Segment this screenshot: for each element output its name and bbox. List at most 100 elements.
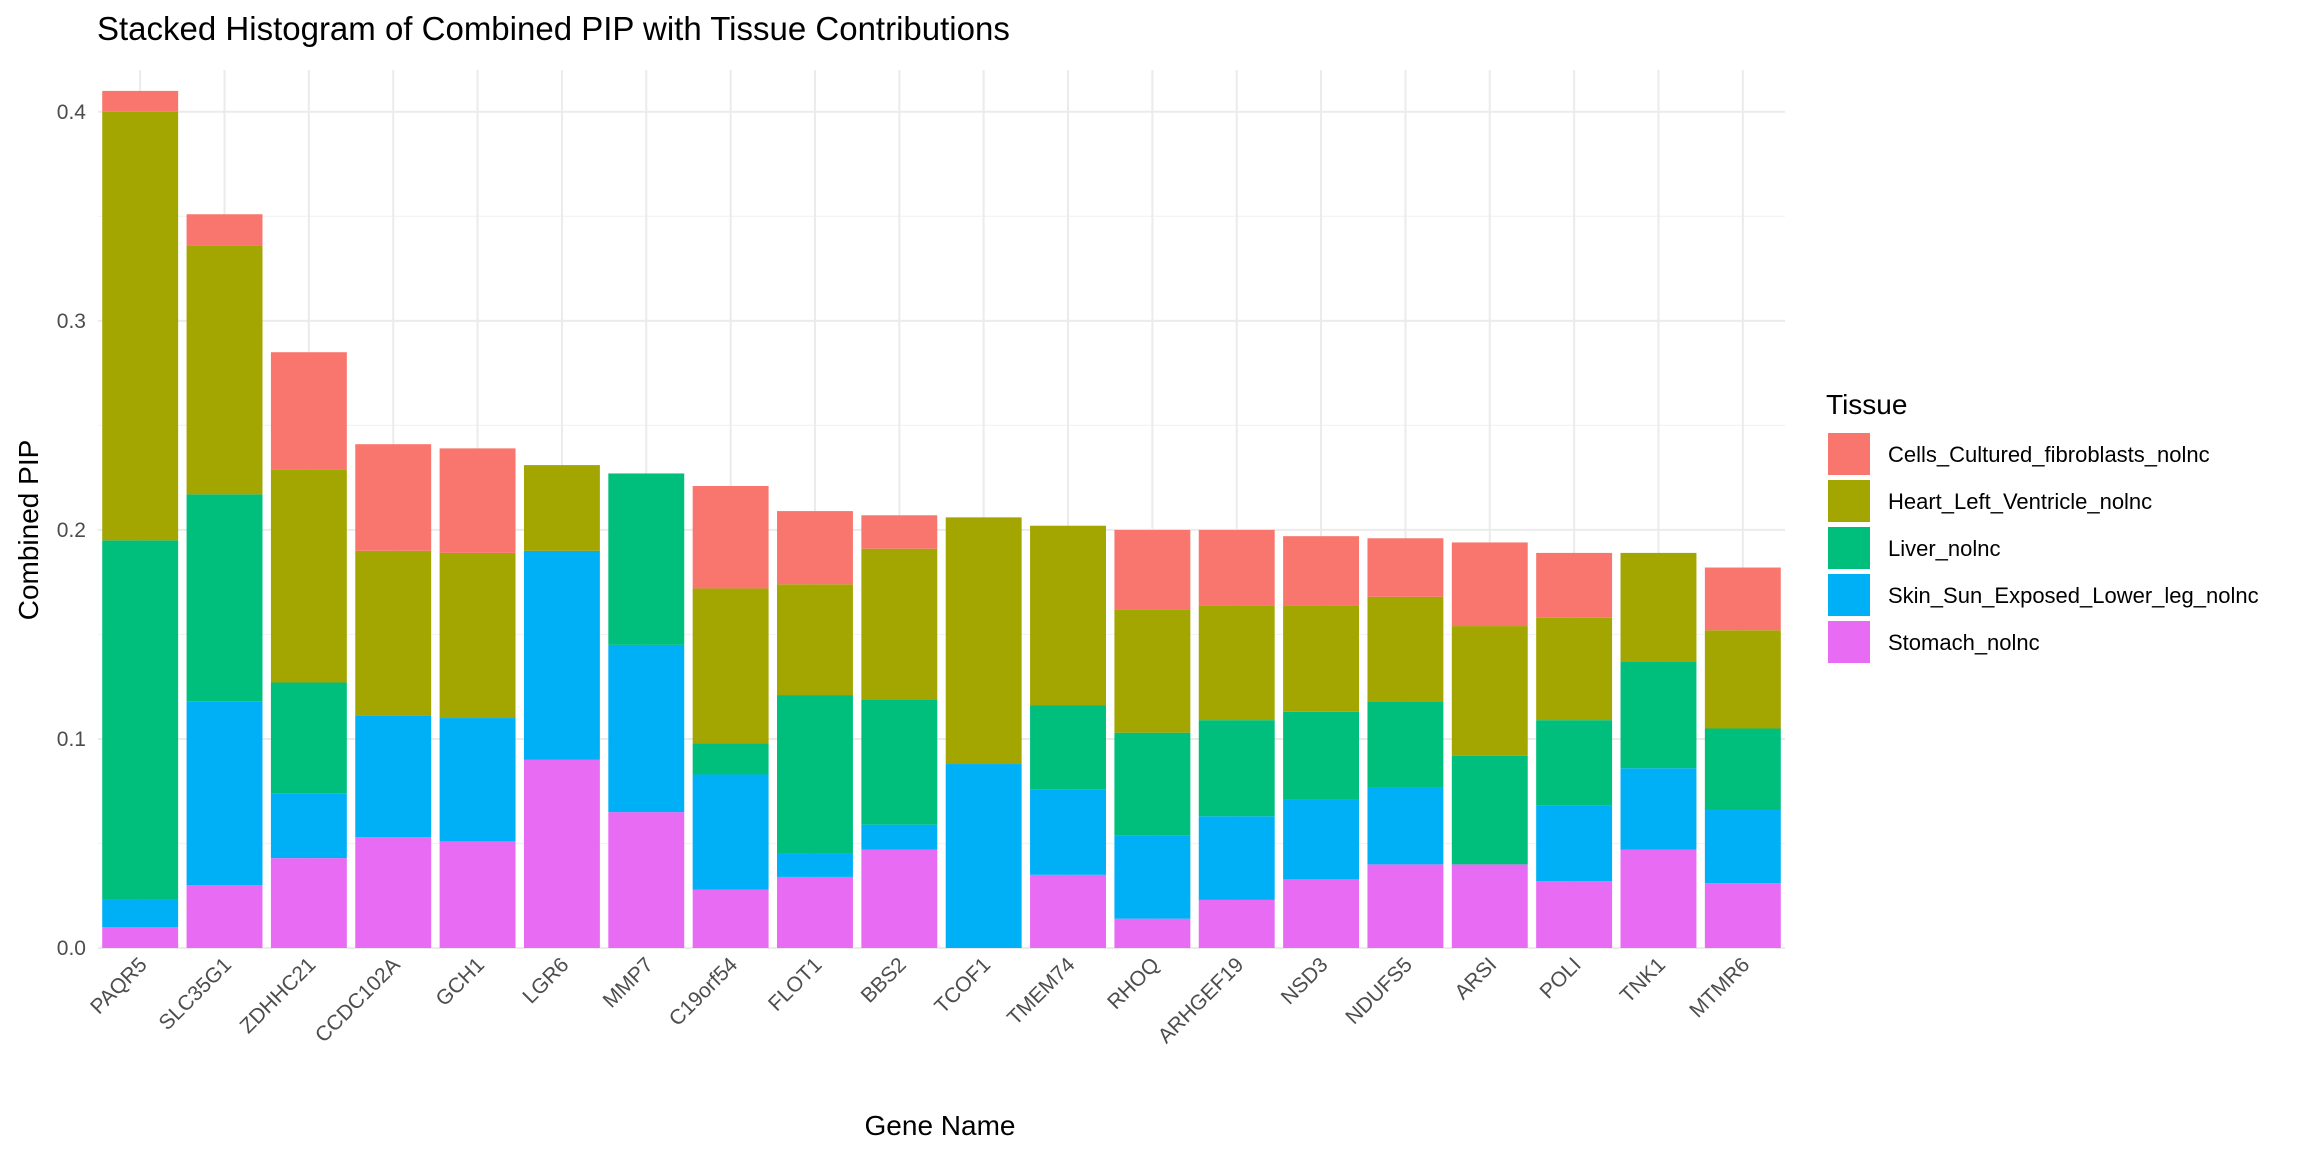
legend-label: Cells_Cultured_fibroblasts_nolnc [1888, 442, 2210, 467]
bar-segment [1367, 864, 1444, 948]
bar-segment [102, 111, 179, 541]
bar-segment [1704, 567, 1781, 631]
x-tick-label: MTMR6 [1685, 953, 1754, 1022]
bar-segment [270, 682, 347, 794]
bar-segment [355, 444, 432, 551]
bar-segment [523, 465, 600, 551]
bar-segment [1114, 732, 1191, 836]
bar-segment [102, 927, 179, 948]
bar-segment [861, 548, 938, 700]
bar-segment [186, 494, 263, 702]
y-axis-tick-labels: 0.0 0.1 0.2 0.3 0.4 [57, 101, 87, 960]
x-tick-label: MMP7 [599, 953, 658, 1012]
x-axis-title: Gene Name [865, 1110, 1016, 1141]
bar-segment [1536, 617, 1613, 721]
bar-segment [1536, 881, 1613, 948]
bar-segment [777, 584, 853, 696]
bar-segment [777, 876, 853, 948]
bar-segment [1451, 626, 1528, 756]
legend-key [1828, 433, 1870, 475]
legend-label: Skin_Sun_Exposed_Lower_leg_nolnc [1888, 583, 2259, 608]
bar-segment [1451, 755, 1528, 865]
bar-segment [102, 899, 179, 928]
bar-segment [1114, 609, 1191, 733]
legend-label: Stomach_nolnc [1888, 630, 2040, 655]
bar-segment [945, 517, 1022, 765]
bar-segment [102, 90, 179, 112]
legend-key [1828, 574, 1870, 616]
bar-segment [1367, 596, 1444, 702]
bar-segment [1451, 864, 1528, 948]
x-tick-label: PAQR5 [86, 953, 152, 1019]
bar-segment [1030, 874, 1106, 948]
y-tick-label: 0.3 [57, 310, 86, 333]
bar-segment [945, 764, 1022, 948]
bar-segment [1367, 538, 1444, 597]
bar-segment [1620, 768, 1697, 850]
bar-segment [777, 695, 853, 854]
bar-segment [692, 743, 769, 775]
bar-segment [1283, 879, 1360, 948]
bar-segment [692, 774, 769, 890]
x-tick-label: BBS2 [857, 953, 911, 1007]
legend-label: Heart_Left_Ventricle_nolnc [1888, 489, 2152, 514]
bar-segment [1198, 605, 1275, 721]
bar-segment [1283, 605, 1360, 712]
x-tick-label: POLI [1536, 953, 1586, 1003]
bar-segment [1198, 529, 1275, 606]
x-tick-label: NSD3 [1277, 953, 1333, 1009]
bar-segment [1704, 883, 1781, 948]
y-axis-title: Combined PIP [13, 440, 44, 621]
x-tick-label: FLOT1 [764, 953, 826, 1015]
bar-segment [1283, 711, 1360, 800]
bar-segment [523, 550, 600, 760]
x-tick-label: GCH1 [432, 953, 490, 1011]
bar-segment [439, 552, 516, 719]
x-tick-label: CCDC102A [311, 953, 405, 1047]
bar-segment [270, 352, 347, 470]
x-tick-label: C19orf54 [665, 953, 743, 1031]
bar-segment [1030, 525, 1106, 706]
bar-segment [1114, 918, 1191, 948]
bar-segment [861, 849, 938, 948]
bar-segment [1704, 728, 1781, 811]
bar-segment [692, 588, 769, 744]
y-tick-label: 0.0 [57, 937, 86, 960]
bar-segment [1283, 536, 1360, 606]
grid-lines [98, 70, 1785, 949]
bar-segment [1283, 799, 1360, 880]
bar-segment [270, 469, 347, 683]
legend: Tissue Cells_Cultured_fibroblasts_nolnc H… [1826, 389, 2259, 663]
chart-title: Stacked Histogram of Combined PIP with T… [97, 10, 1010, 47]
bar-segment [1620, 849, 1697, 948]
bar-segment [1620, 552, 1697, 662]
bar-segment [355, 837, 432, 948]
bar-segment [692, 889, 769, 948]
bars [102, 90, 1781, 948]
bar-segment [692, 486, 769, 589]
x-tick-label: ZDHHC21 [236, 953, 321, 1038]
bar-segment [608, 473, 685, 645]
bar-segment [1536, 720, 1613, 806]
bar-segment [270, 858, 347, 948]
bar-segment [1704, 810, 1781, 884]
x-tick-label: NDUFS5 [1341, 953, 1417, 1029]
bar-segment [608, 812, 685, 948]
bar-segment [1198, 816, 1275, 900]
bar-segment [1198, 899, 1275, 948]
bar-segment [1030, 705, 1106, 790]
bar-segment [1114, 835, 1191, 919]
bar-segment [1536, 552, 1613, 618]
bar-segment [1620, 661, 1697, 769]
x-tick-label: TNK1 [1616, 953, 1670, 1007]
bar-segment [1198, 720, 1275, 817]
bar-segment [608, 644, 685, 813]
legend-key [1828, 480, 1870, 522]
y-tick-label: 0.1 [57, 728, 86, 751]
bar-segment [523, 759, 600, 948]
bar-segment [861, 515, 938, 549]
y-tick-label: 0.4 [57, 101, 87, 124]
legend-title: Tissue [1826, 389, 1907, 420]
